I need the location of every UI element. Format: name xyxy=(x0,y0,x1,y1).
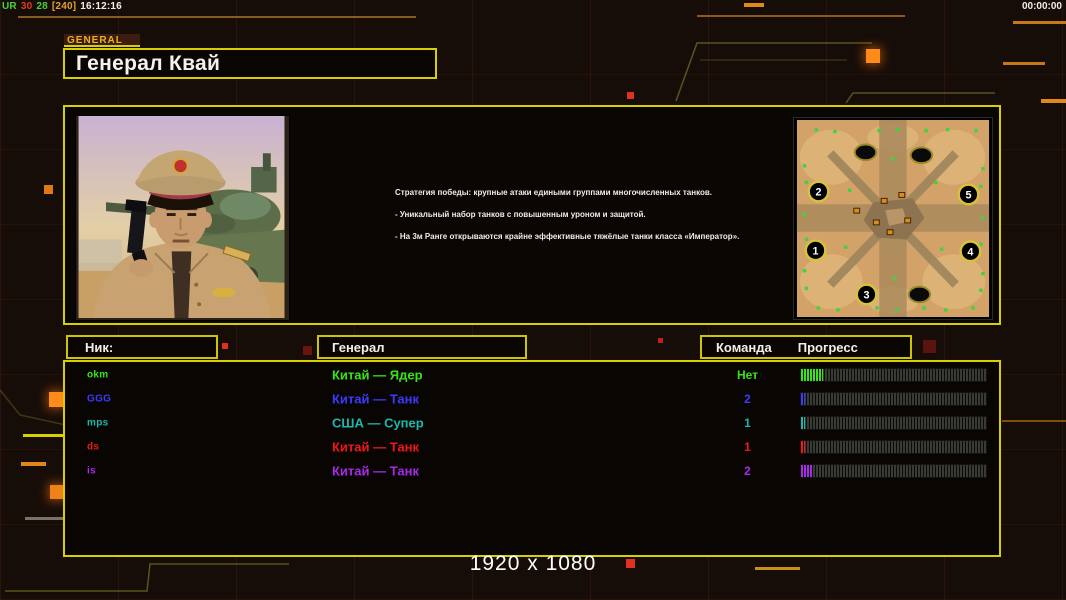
player-nick: okm xyxy=(87,369,109,381)
player-row[interactable]: is Китай — Танк 2 xyxy=(65,459,999,483)
player-nick: GGG xyxy=(87,393,112,405)
player-nick: mps xyxy=(87,417,109,429)
player-progress-fill xyxy=(801,393,805,405)
decor-square xyxy=(222,343,228,349)
player-general: Китай — Танк xyxy=(332,439,419,455)
svg-text:4: 4 xyxy=(967,246,973,258)
decor-square xyxy=(866,49,880,63)
player-row[interactable]: okm Китай — Ядер Нет xyxy=(65,363,999,387)
column-header-general: Генерал xyxy=(317,335,527,359)
decor-square xyxy=(627,92,634,99)
general-figure xyxy=(93,150,271,318)
players-table: okm Китай — Ядер Нет GGG Китай — Танк 2 … xyxy=(63,360,1001,557)
general-portrait xyxy=(75,115,290,321)
hud-stat: [240] xyxy=(51,1,77,12)
map-start-position xyxy=(855,283,878,306)
hud-timer: 00:00:00 xyxy=(1021,1,1062,12)
svg-text:1: 1 xyxy=(813,245,819,257)
decor-square xyxy=(49,392,64,407)
decor-square xyxy=(658,338,663,343)
player-progress-bar xyxy=(800,464,987,478)
player-row[interactable]: ds Китай — Танк 1 xyxy=(65,435,999,459)
player-row[interactable]: GGG Китай — Танк 2 xyxy=(65,387,999,411)
player-nick: ds xyxy=(87,441,100,453)
map-start-position xyxy=(959,240,982,263)
map-start-position xyxy=(807,180,830,203)
decor-dash xyxy=(23,434,65,437)
description-line: Стратегия победы: крупные атаки едиными … xyxy=(395,188,712,197)
hud-stat: 28 xyxy=(36,1,48,12)
decor-square xyxy=(44,185,53,194)
general-profile-panel: Стратегия победы: крупные атаки едиными … xyxy=(63,105,1001,325)
description-line: - Уникальный набор танков с повышенным у… xyxy=(395,210,646,219)
player-general: Китай — Танк xyxy=(332,463,419,479)
column-header-team-progress: Команда Прогресс xyxy=(700,335,912,359)
decor-square xyxy=(50,485,64,499)
header-progress-label: Прогресс xyxy=(797,339,858,355)
decor-square xyxy=(303,346,312,355)
decor-dash xyxy=(25,517,63,520)
svg-text:2: 2 xyxy=(816,186,822,198)
hud-stat: UR xyxy=(2,1,17,12)
player-progress-bar xyxy=(800,368,987,382)
tab-general[interactable]: GENERAL xyxy=(64,34,140,47)
general-portrait-image xyxy=(78,116,285,318)
player-progress-fill xyxy=(801,369,824,381)
player-progress-bar xyxy=(800,392,987,406)
player-general: Китай — Танк xyxy=(332,391,419,407)
column-header-nick: Ник: xyxy=(66,335,218,359)
player-progress-fill xyxy=(801,417,805,429)
decor-dash xyxy=(697,15,905,17)
decor-dash xyxy=(1003,62,1045,65)
description-line: - На 3м Ранге открываются крайне эффекти… xyxy=(395,232,740,241)
player-progress-fill xyxy=(801,465,813,477)
hud-stat: 16:12:16 xyxy=(80,1,122,12)
decor-dash xyxy=(744,3,764,7)
page-title: Генерал Квай xyxy=(76,51,221,75)
map-preview[interactable]: 1 2 3 4 5 xyxy=(793,117,993,320)
decor-dash xyxy=(21,462,46,466)
player-team: Нет xyxy=(736,368,759,382)
player-team: 2 xyxy=(744,392,751,406)
resolution-label: 1920 x 1080 xyxy=(469,552,597,575)
player-general: Китай — Ядер xyxy=(332,367,423,383)
hud-stats: UR 30 28 [240] 16:12:16 xyxy=(2,1,126,12)
general-description: Стратегия победы: крупные атаки едиными … xyxy=(395,187,787,253)
minimap-image: 1 2 3 4 5 xyxy=(796,120,990,317)
player-team: 2 xyxy=(744,464,751,478)
svg-text:3: 3 xyxy=(864,289,870,301)
header-team-label: Команда xyxy=(716,339,772,355)
map-start-position xyxy=(957,183,980,206)
header-general-label: Генерал xyxy=(332,339,385,355)
player-nick: is xyxy=(87,465,96,477)
player-row[interactable]: mps США — Супер 1 xyxy=(65,411,999,435)
player-progress-bar xyxy=(800,416,987,430)
decor-square xyxy=(923,340,936,353)
header-nick-label: Ник: xyxy=(85,339,114,355)
player-team: 1 xyxy=(744,416,751,430)
general-title-box: Генерал Квай xyxy=(63,48,437,79)
decor-dash xyxy=(18,16,416,18)
decor-square xyxy=(626,559,635,568)
decor-dash xyxy=(1013,21,1066,24)
player-progress-bar xyxy=(800,440,987,454)
decor-dash xyxy=(755,567,800,570)
player-team: 1 xyxy=(744,440,751,454)
decor-dash xyxy=(1041,99,1066,103)
player-progress-fill xyxy=(801,441,805,453)
svg-text:5: 5 xyxy=(965,189,971,201)
player-general: США — Супер xyxy=(332,415,424,431)
hud-stat: 30 xyxy=(20,1,33,12)
map-start-position xyxy=(804,239,827,262)
